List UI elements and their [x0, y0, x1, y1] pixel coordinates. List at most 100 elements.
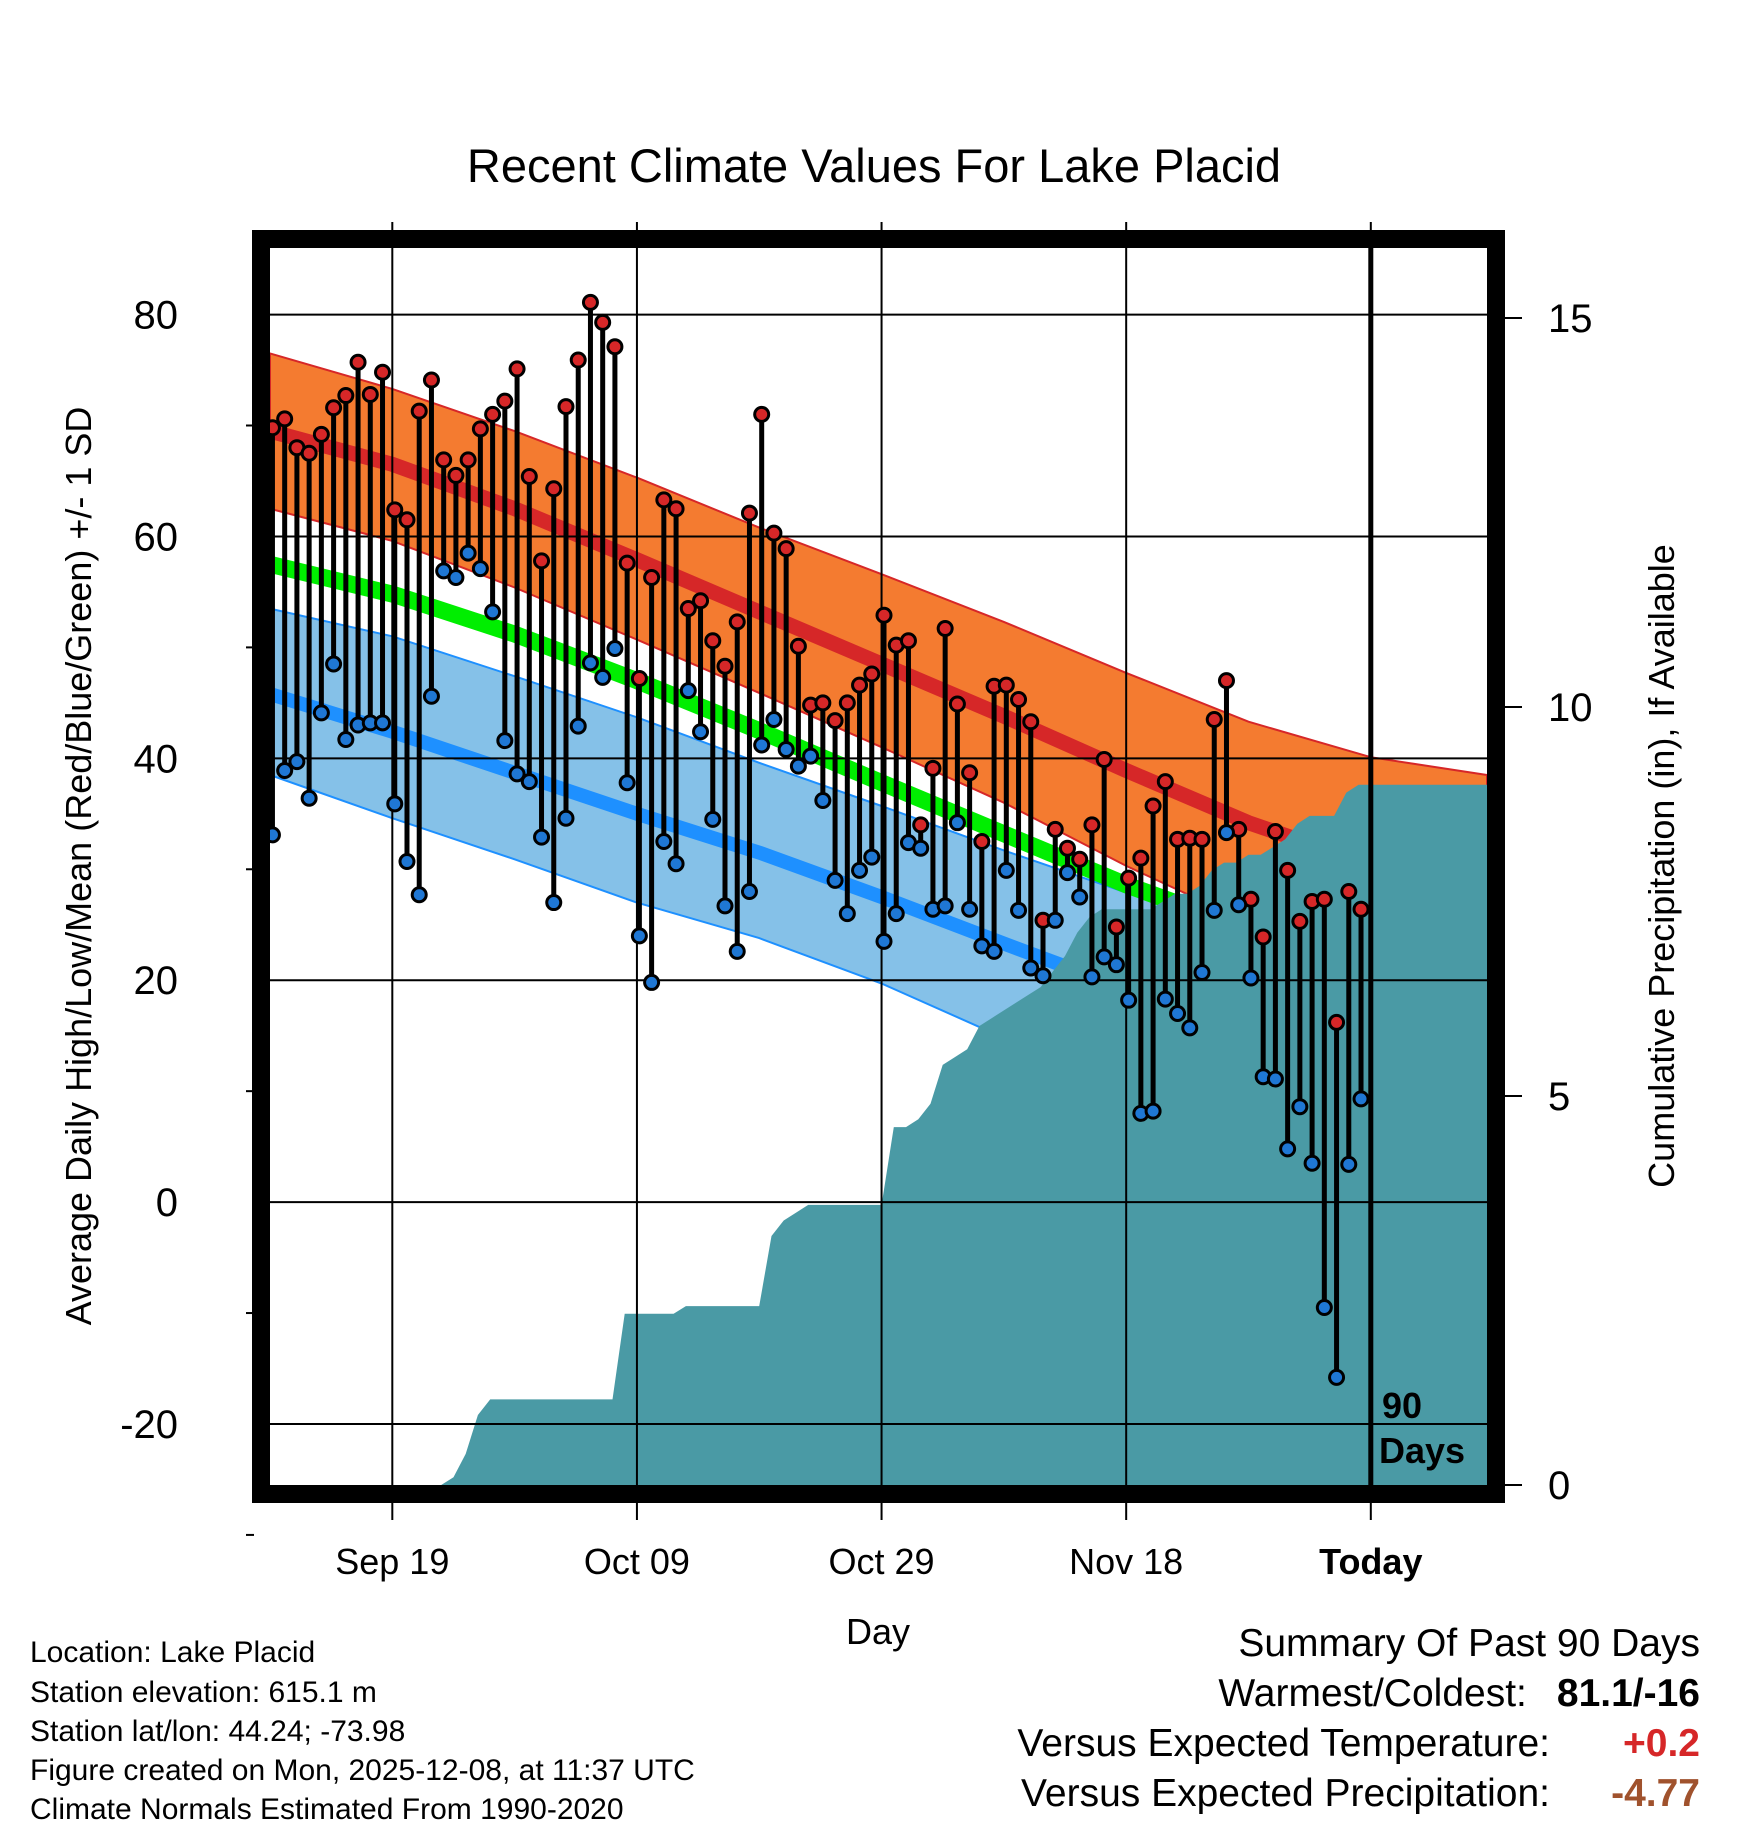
- daily-high-point: [325, 399, 343, 417]
- period-label-number: 90: [1382, 1385, 1422, 1426]
- daily-low-point: [1095, 948, 1113, 966]
- daily-low-point: [765, 711, 783, 729]
- y2-axis-label: Cumulative Precipitation (in), If Availa…: [1641, 544, 1682, 1188]
- daily-low-point: [863, 848, 881, 866]
- daily-high-point: [312, 425, 330, 443]
- daily-low-point: [618, 774, 636, 792]
- daily-high-point: [1266, 823, 1284, 841]
- info-elevation: Station elevation: 615.1 m: [30, 1676, 377, 1709]
- daily-high-point: [728, 613, 746, 631]
- daily-high-point: [435, 451, 453, 469]
- daily-low-point: [1083, 968, 1101, 986]
- daily-low-point: [545, 894, 563, 912]
- daily-low-point: [875, 932, 893, 950]
- daily-low-point: [1156, 990, 1174, 1008]
- daily-low-point: [704, 810, 722, 828]
- daily-high-point: [1340, 882, 1358, 900]
- y2-tick-label: 15: [1548, 297, 1593, 341]
- daily-high-point: [814, 694, 832, 712]
- daily-low-point: [1181, 1019, 1199, 1037]
- daily-low-point: [276, 762, 294, 780]
- daily-high-point: [997, 676, 1015, 694]
- daily-low-point: [1010, 901, 1028, 919]
- daily-low-point: [1217, 824, 1235, 842]
- daily-high-point: [948, 695, 966, 713]
- daily-low-point: [643, 973, 661, 991]
- daily-high-point: [606, 338, 624, 356]
- daily-high-point: [1193, 830, 1211, 848]
- daily-high-point: [422, 371, 440, 389]
- daily-low-point: [826, 871, 844, 889]
- daily-low-point: [997, 861, 1015, 879]
- daily-high-point: [618, 554, 636, 572]
- summary-temp-row: Versus Expected Temperature: +0.2: [1017, 1722, 1700, 1766]
- daily-high-point: [459, 451, 477, 469]
- summary-precip-label: Versus Expected Precipitation:: [1021, 1772, 1550, 1815]
- daily-low-point: [325, 655, 343, 673]
- daily-high-point: [398, 511, 416, 529]
- y-tick-label: 40: [134, 737, 179, 781]
- daily-high-point: [667, 500, 685, 518]
- daily-low-point: [422, 687, 440, 705]
- daily-high-point: [581, 293, 599, 311]
- daily-high-point: [1083, 816, 1101, 834]
- summary-heading: Summary Of Past 90 Days: [1238, 1622, 1700, 1665]
- daily-high-point: [1279, 861, 1297, 879]
- daily-high-point: [924, 759, 942, 777]
- daily-high-point: [1132, 849, 1150, 867]
- daily-low-point: [1266, 1070, 1284, 1088]
- daily-high-point: [679, 600, 697, 618]
- daily-high-point: [1352, 900, 1370, 918]
- daily-high-point: [789, 637, 807, 655]
- daily-high-point: [961, 764, 979, 782]
- info-location: Location: Lake Placid: [30, 1636, 316, 1669]
- daily-low-point: [496, 732, 514, 750]
- daily-low-point: [508, 765, 526, 783]
- y-tick-label: 20: [134, 959, 179, 1003]
- daily-low-point: [1291, 1098, 1309, 1116]
- daily-high-point: [936, 620, 954, 638]
- y-tick-label: -20: [120, 1403, 178, 1447]
- daily-low-point: [1107, 956, 1125, 974]
- daily-low-point: [630, 927, 648, 945]
- daily-low-point: [1120, 991, 1138, 1009]
- daily-high-point: [471, 420, 489, 438]
- y2-tick-label: 5: [1548, 1075, 1570, 1119]
- y2-tick-label: 0: [1548, 1464, 1570, 1508]
- daily-high-point: [268, 419, 281, 437]
- daily-high-point: [386, 501, 404, 519]
- daily-low-point: [520, 773, 538, 791]
- daily-low-point: [985, 942, 1003, 960]
- daily-high-point: [704, 632, 722, 650]
- daily-low-point: [459, 544, 477, 562]
- y-tick-label: 0: [156, 1181, 178, 1225]
- daily-low-point: [533, 828, 551, 846]
- y-tick-label: 80: [134, 294, 179, 338]
- daily-low-point: [1169, 1004, 1187, 1022]
- daily-high-point: [1022, 713, 1040, 731]
- daily-low-point: [728, 942, 746, 960]
- daily-high-point: [1071, 850, 1089, 868]
- info-normals: Climate Normals Estimated From 1990-2020: [30, 1793, 624, 1826]
- daily-low-point: [1328, 1368, 1346, 1386]
- daily-high-point: [655, 491, 673, 509]
- summary-warmest-row: Warmest/Coldest: 81.1/-16: [1218, 1672, 1700, 1716]
- normal-bands: [268, 352, 1489, 1485]
- daily-high-point: [973, 833, 991, 851]
- daily-high-point: [349, 353, 367, 371]
- daily-high-point: [1291, 912, 1309, 930]
- daily-low-point: [789, 757, 807, 775]
- daily-low-point: [300, 789, 318, 807]
- daily-low-point: [386, 795, 404, 813]
- daily-low-point: [679, 682, 697, 700]
- plot-frame: [252, 230, 1505, 1503]
- daily-high-point: [300, 444, 318, 462]
- daily-low-point: [912, 839, 930, 857]
- summary-warmest-value: 81.1/-16: [1556, 1672, 1700, 1715]
- daily-low-point: [606, 639, 624, 657]
- daily-high-point: [276, 410, 294, 428]
- daily-high-point: [899, 632, 917, 650]
- info-created: Figure created on Mon, 2025-12-08, at 11…: [30, 1754, 695, 1787]
- summary-warmest-label: Warmest/Coldest:: [1218, 1672, 1527, 1715]
